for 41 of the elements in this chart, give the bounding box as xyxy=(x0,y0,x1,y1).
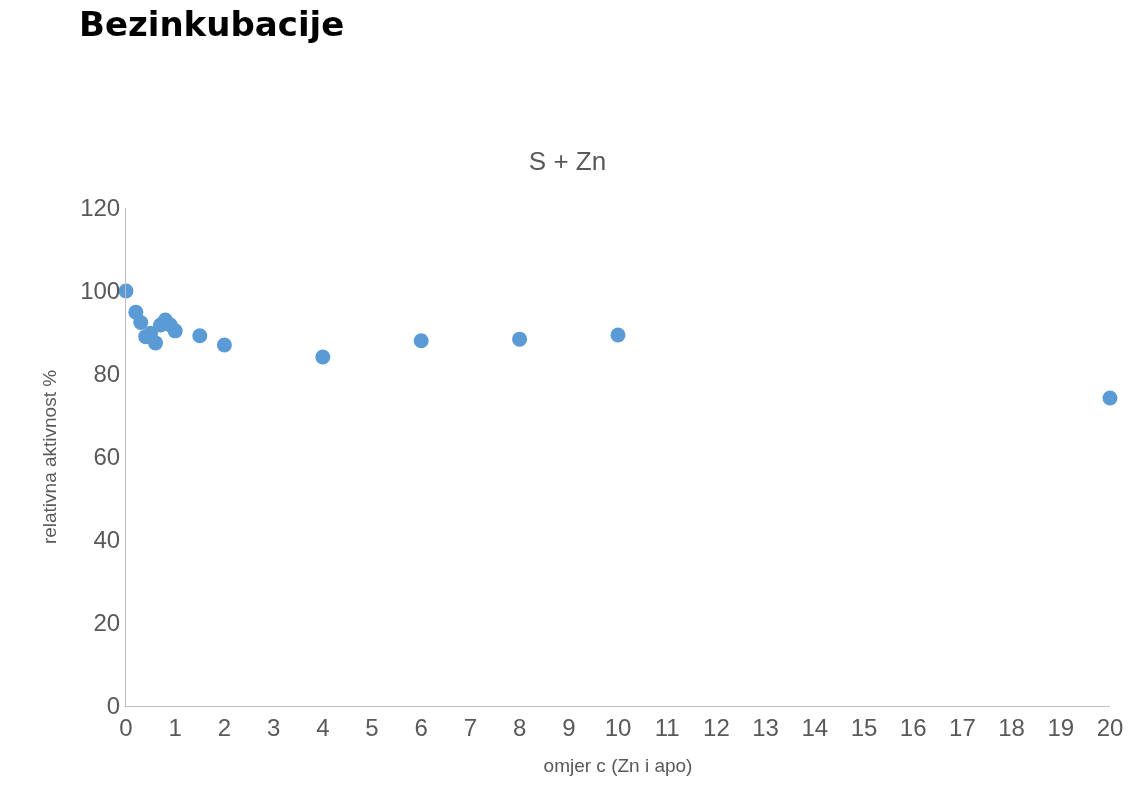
point xyxy=(610,327,626,343)
x-tick-label: 20 xyxy=(1096,713,1124,741)
x-tick-label: 13 xyxy=(752,713,779,741)
point xyxy=(148,335,164,351)
point xyxy=(413,333,429,349)
chart-title: Bezinkubacije xyxy=(79,4,345,44)
point xyxy=(133,315,149,331)
chart-subtitle: S + Zn xyxy=(528,146,607,177)
point xyxy=(1102,390,1118,406)
x-tick-label: 15 xyxy=(850,713,878,741)
x-tick-label: 8 xyxy=(512,713,527,741)
x-tick-label: 2 xyxy=(217,713,232,741)
x-axis-title: omjer c (Zn i apo) xyxy=(543,754,693,776)
x-tick-label: 12 xyxy=(703,713,730,741)
x-tick-label: 17 xyxy=(949,713,976,741)
x-tick-label: 18 xyxy=(998,713,1025,741)
x-tick-label: 14 xyxy=(801,713,829,741)
x-tick-label: 19 xyxy=(1047,713,1075,741)
x-tick-label: 6 xyxy=(414,713,428,741)
y-tick-label: 100 xyxy=(80,277,121,305)
point xyxy=(167,323,183,339)
x-tick-label: 11 xyxy=(654,713,680,741)
x-tick-label: 9 xyxy=(562,713,576,741)
point xyxy=(512,331,528,347)
y-tick-label: 20 xyxy=(93,609,121,637)
y-tick-label: 120 xyxy=(80,194,121,222)
x-tick-label: 1 xyxy=(168,713,182,741)
point xyxy=(192,328,208,344)
x-tick-label: 16 xyxy=(899,713,927,741)
point xyxy=(216,337,232,353)
y-tick-label: 40 xyxy=(93,526,121,554)
x-tick-label: 4 xyxy=(316,713,330,741)
point xyxy=(315,349,331,365)
x-tick-label: 7 xyxy=(463,713,478,741)
x-tick-label: 3 xyxy=(266,713,281,741)
x-tick-label: 5 xyxy=(365,713,379,741)
y-tick-label: 80 xyxy=(93,360,121,388)
y-tick-label: 0 xyxy=(106,692,121,720)
x-tick-label: 10 xyxy=(604,713,632,741)
y-axis-title: relativna aktivnost % xyxy=(39,369,60,545)
y-tick-label: 60 xyxy=(93,443,121,471)
